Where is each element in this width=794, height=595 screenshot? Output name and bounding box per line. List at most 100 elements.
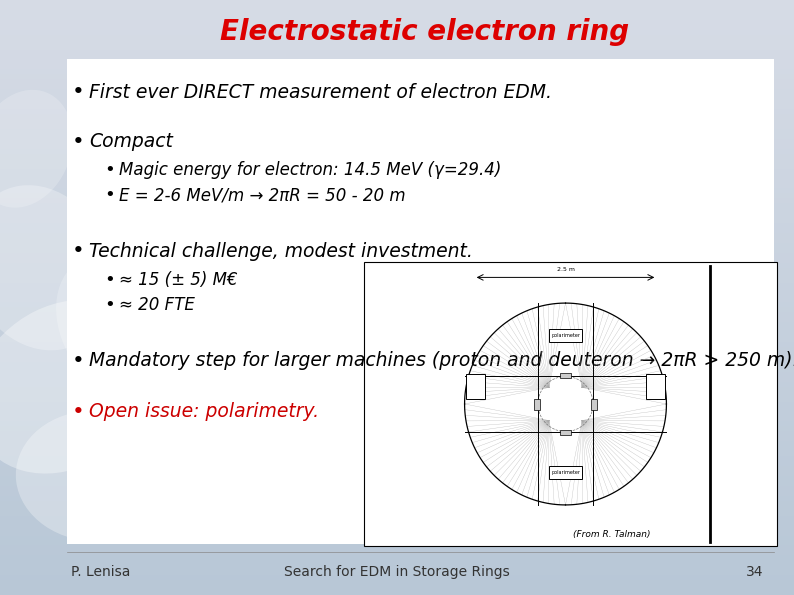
Bar <box>0 322 794 327</box>
Bar <box>0 109 794 114</box>
Bar <box>0 30 794 35</box>
Bar <box>0 55 794 60</box>
Text: •: • <box>71 241 84 261</box>
Bar <box>0 486 794 491</box>
Bar <box>0 159 794 164</box>
Bar <box>0 178 794 183</box>
Text: polarimeter: polarimeter <box>551 333 580 338</box>
Bar <box>0 461 794 466</box>
Bar <box>0 283 794 287</box>
Bar <box>0 412 794 416</box>
Bar <box>0 253 794 258</box>
Bar <box>0 129 794 134</box>
Bar <box>0 560 794 565</box>
Bar <box>0 99 794 104</box>
Bar <box>0 174 794 178</box>
Bar <box>0 164 794 168</box>
Bar <box>0 248 794 253</box>
Text: 2.5 m: 2.5 m <box>557 267 575 272</box>
Bar <box>534 399 540 409</box>
Bar <box>0 139 794 144</box>
Ellipse shape <box>0 90 73 208</box>
Bar <box>0 536 794 540</box>
Bar <box>549 466 582 479</box>
Bar <box>0 70 794 74</box>
Bar <box>0 451 794 456</box>
Bar <box>592 399 597 409</box>
Bar <box>0 580 794 585</box>
Text: •: • <box>104 296 115 314</box>
Bar <box>0 317 794 322</box>
Bar <box>0 208 794 213</box>
Text: •: • <box>104 271 115 289</box>
Bar <box>0 446 794 451</box>
Bar <box>0 441 794 446</box>
Text: (From R. Talman): (From R. Talman) <box>572 530 650 539</box>
Text: polarimeter: polarimeter <box>551 470 580 475</box>
Bar <box>0 436 794 441</box>
Bar <box>0 362 794 367</box>
Text: ≈ 15 (± 5) M€: ≈ 15 (± 5) M€ <box>119 271 237 289</box>
Bar <box>0 298 794 302</box>
Bar <box>0 466 794 471</box>
Bar <box>364 262 777 546</box>
Bar <box>0 45 794 49</box>
Bar <box>0 352 794 357</box>
Bar <box>0 367 794 372</box>
Text: P. Lenisa: P. Lenisa <box>71 565 131 580</box>
Bar <box>0 49 794 55</box>
Bar <box>0 64 794 70</box>
Text: Mandatory step for larger machines (proton and deuteron → 2πR > 250 m).: Mandatory step for larger machines (prot… <box>89 351 794 370</box>
Bar <box>0 149 794 154</box>
Bar <box>0 233 794 238</box>
Bar <box>0 302 794 308</box>
Bar <box>0 397 794 402</box>
Bar <box>0 382 794 387</box>
Bar <box>0 427 794 431</box>
Bar <box>0 540 794 546</box>
Bar <box>0 104 794 109</box>
Bar <box>0 273 794 278</box>
Bar <box>0 511 794 516</box>
Bar <box>0 154 794 159</box>
Text: •: • <box>104 186 115 204</box>
Bar <box>0 198 794 203</box>
Bar <box>0 243 794 248</box>
Bar <box>0 223 794 228</box>
Text: 34: 34 <box>746 565 764 580</box>
Bar <box>0 491 794 496</box>
Bar <box>0 347 794 352</box>
Bar <box>0 590 794 595</box>
Bar <box>0 496 794 501</box>
Bar <box>0 84 794 89</box>
Bar <box>0 263 794 268</box>
Bar <box>0 114 794 119</box>
Bar <box>0 119 794 124</box>
Bar <box>0 585 794 590</box>
Bar <box>0 203 794 208</box>
Bar <box>0 546 794 550</box>
Bar <box>0 402 794 406</box>
Bar <box>0 79 794 84</box>
Bar <box>0 481 794 486</box>
Bar <box>0 406 794 412</box>
Bar <box>0 332 794 337</box>
Text: •: • <box>71 402 84 422</box>
Bar <box>0 387 794 392</box>
Bar <box>0 0 794 5</box>
Ellipse shape <box>0 185 113 350</box>
Bar <box>0 287 794 293</box>
Bar <box>560 430 571 435</box>
Bar <box>0 506 794 511</box>
Bar <box>0 25 794 30</box>
Bar <box>0 124 794 129</box>
Bar <box>0 392 794 397</box>
Bar <box>0 308 794 312</box>
Bar <box>0 456 794 461</box>
Text: •: • <box>71 82 84 102</box>
Text: •: • <box>71 131 84 152</box>
Bar <box>0 293 794 298</box>
Bar <box>0 312 794 317</box>
Bar <box>0 416 794 421</box>
Text: Magic energy for electron: 14.5 MeV (γ=29.4): Magic energy for electron: 14.5 MeV (γ=2… <box>119 161 502 179</box>
